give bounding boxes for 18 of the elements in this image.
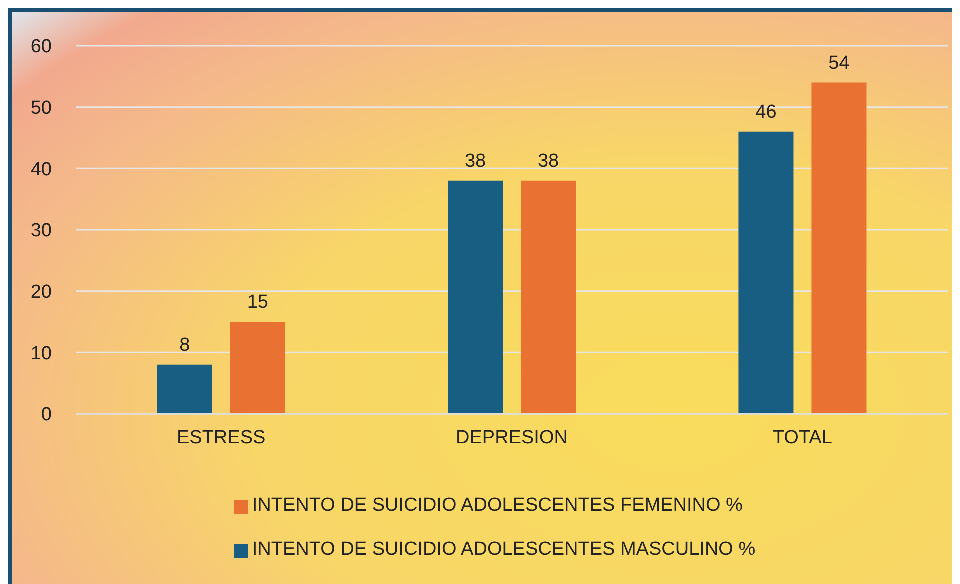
data-label: 15 [247,292,268,313]
data-label: 54 [828,52,850,74]
x-tick-label: DEPRESION [456,427,568,448]
x-tick-label: ESTRESS [176,427,266,448]
data-label: 38 [464,150,486,172]
y-tick-label: 20 [30,282,52,304]
y-tick-label: 40 [30,159,52,180]
y-tick-label: 10 [30,343,52,364]
data-label: 46 [756,102,777,123]
y-tick-label: 0 [41,404,52,426]
y-tick-label: 30 [30,220,52,242]
legend-label: INTENTO DE SUICIDIO ADOLESCENTES FEMENINO % [252,495,743,516]
x-tick-label: TOTAL [772,427,832,448]
data-label: 38 [538,150,560,172]
legend-label: INTENTO DE SUICIDIO ADOLESCENTES MASCULINO % [252,539,756,560]
data-label: 8 [180,334,190,356]
y-tick-label: 50 [30,98,52,120]
y-tick-label: 60 [30,36,52,58]
